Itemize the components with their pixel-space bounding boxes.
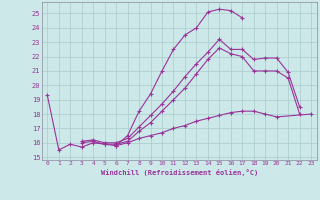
X-axis label: Windchill (Refroidissement éolien,°C): Windchill (Refroidissement éolien,°C) <box>100 169 258 176</box>
